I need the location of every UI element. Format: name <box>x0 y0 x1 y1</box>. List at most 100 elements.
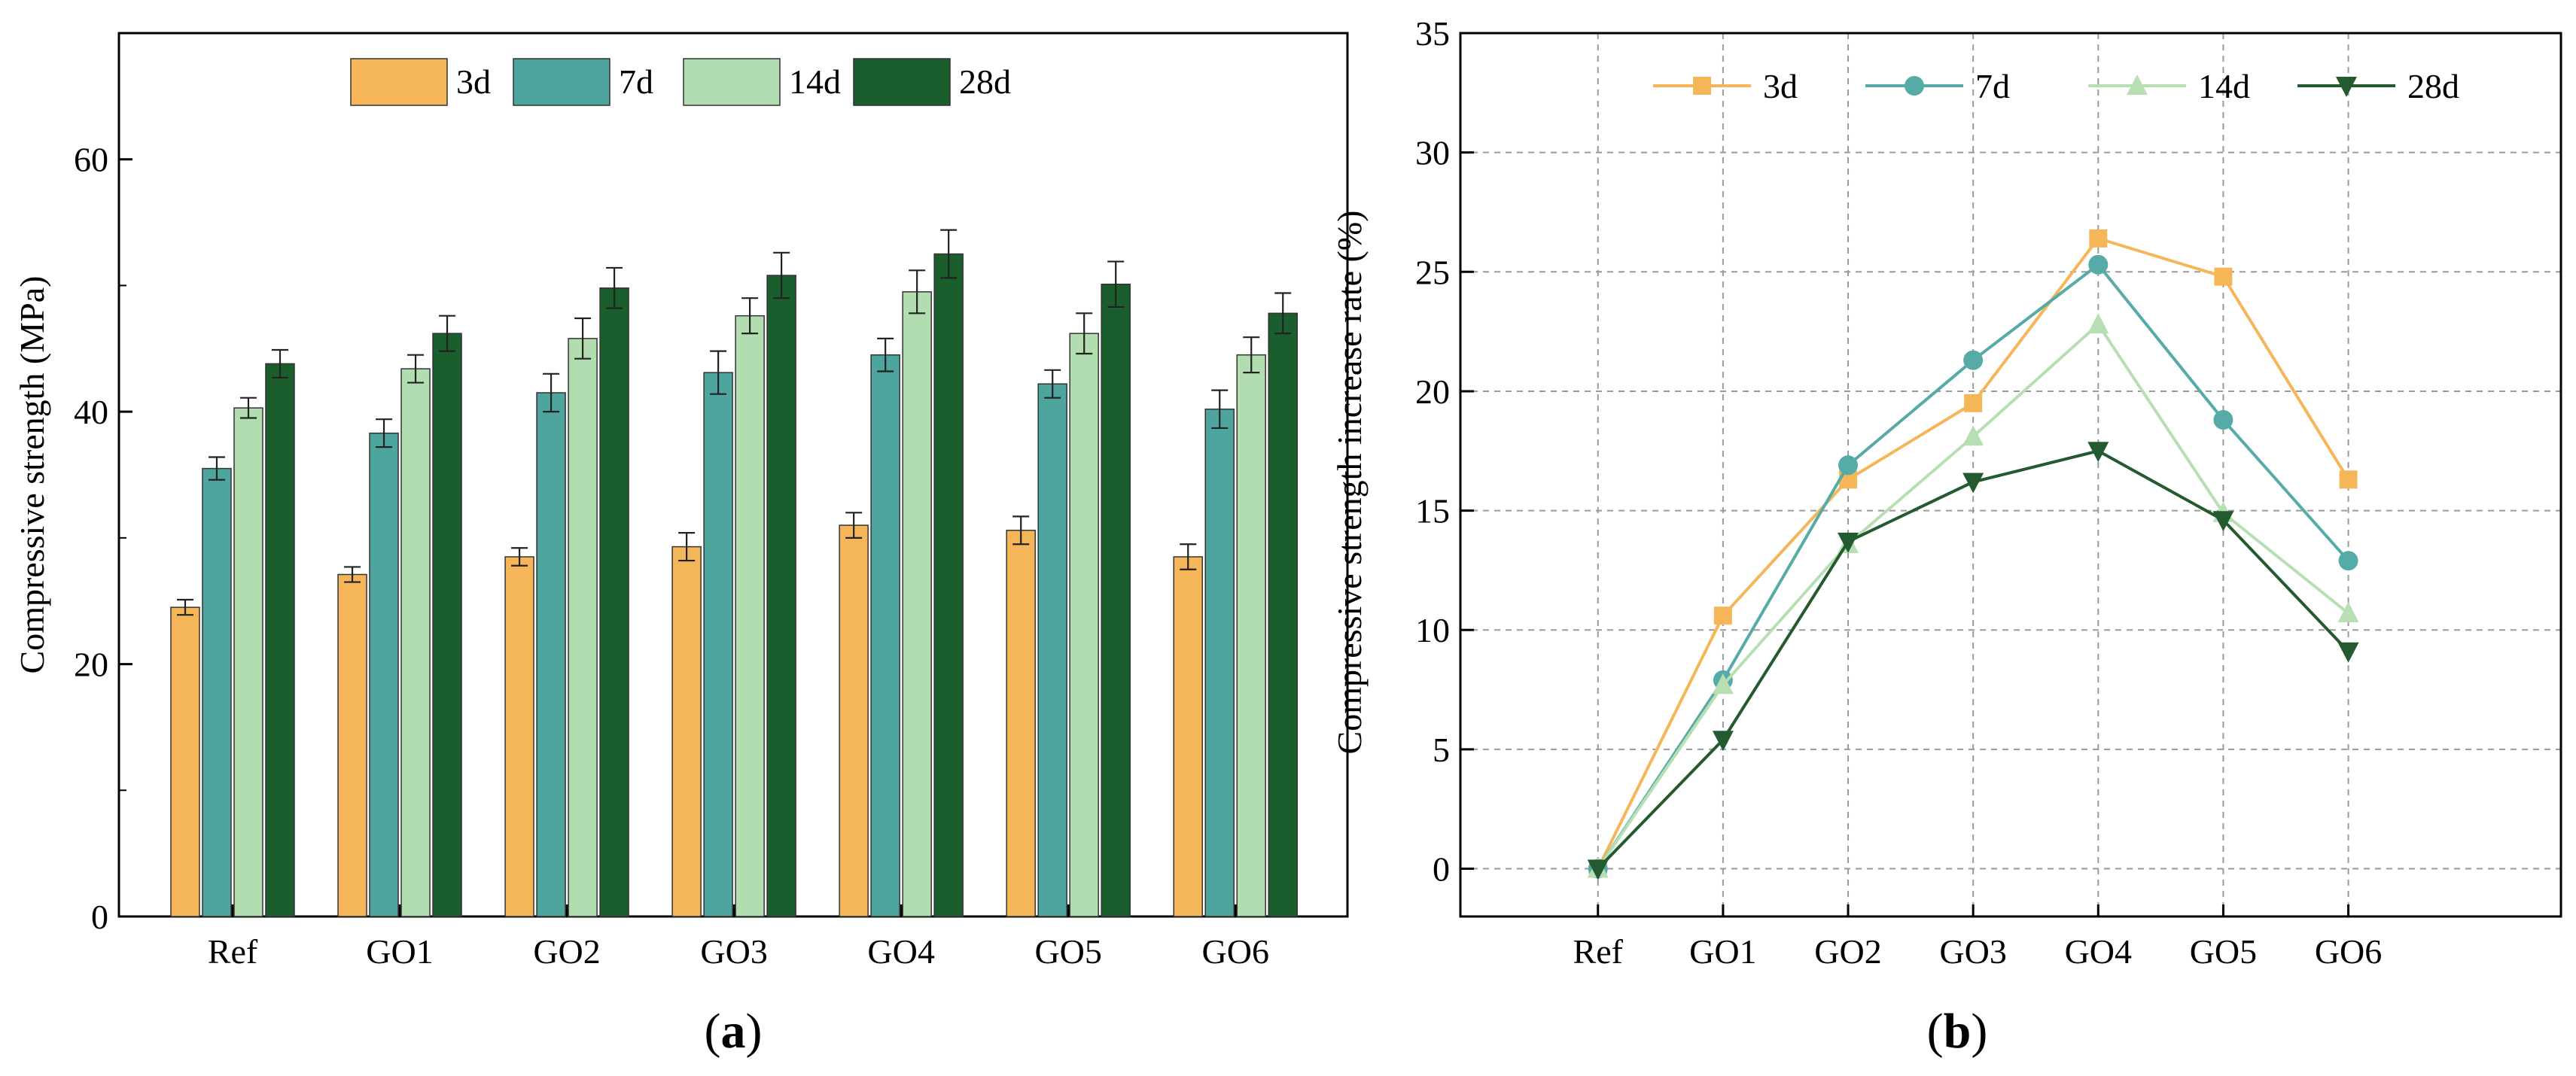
bar-go5-3d <box>1006 530 1036 917</box>
error-bar-go5-7d <box>1044 369 1061 399</box>
panel-a-y-ticks: 0 20 40 60 <box>74 141 132 936</box>
bar-go1-3d <box>337 573 367 917</box>
panel-a-legend-item-3d: 3d <box>350 58 491 106</box>
panel-a-label-close: ) <box>746 1004 763 1059</box>
error-bar-go3-14d <box>741 297 759 335</box>
panel-b-legend-marker <box>1905 76 1924 96</box>
bar-go4-28d <box>933 253 964 917</box>
panel-b-y-ticks: 0 5 10 15 20 25 30 35 <box>1415 14 1474 889</box>
error-bar-go6-14d <box>1243 336 1260 374</box>
panel-b-legend-marker <box>2127 74 2148 95</box>
panel-b-legend-label: 28d <box>2407 67 2459 105</box>
panel-a-legend-swatch <box>513 58 611 106</box>
error-bar-ref-28d <box>271 348 288 378</box>
bar-go2-14d <box>568 338 598 917</box>
error-bar-go2-3d <box>511 547 528 567</box>
panel-a-legend-label: 3d <box>456 62 491 101</box>
bar-go6-28d <box>1268 312 1298 917</box>
error-bar-go1-28d <box>439 315 456 352</box>
error-bar-go6-28d <box>1274 292 1292 335</box>
error-bar-go3-3d <box>678 532 696 562</box>
panel-a-legend-swatch <box>350 58 448 106</box>
error-bar-go1-7d <box>376 418 393 448</box>
panel-b-y-tick-label: 15 <box>1415 492 1450 530</box>
error-bar-go3-28d <box>773 251 790 299</box>
bar-go3-28d <box>766 275 796 917</box>
panel-a-legend-label: 28d <box>959 62 1011 101</box>
bar-go2-3d <box>504 556 534 917</box>
point-7d-go6 <box>2338 551 2358 571</box>
bar-go1-14d <box>400 368 431 917</box>
error-bar-go5-14d <box>1076 312 1093 355</box>
panel-b-series <box>1587 229 2359 880</box>
error-bar-go4-7d <box>877 337 894 372</box>
panel-a-x-tick-label: GO3 <box>700 932 767 971</box>
panel-a-x-ticks: Ref GO1 GO2 GO3 GO4 GO5 GO6 <box>208 904 1269 971</box>
panel-a-legend-swatch <box>683 58 781 106</box>
point-7d-go3 <box>1963 350 1984 370</box>
error-bar-go4-3d <box>845 512 863 539</box>
panel-b-x-tick-label: GO4 <box>2065 932 2132 971</box>
panel-b-label-letter: b <box>1944 1004 1972 1059</box>
panel-b-label-open: ( <box>1927 1004 1944 1059</box>
point-14d-go1 <box>1712 673 1734 695</box>
point-14d-go3 <box>1962 425 1984 446</box>
panel-a-legend-item-28d: 28d <box>853 58 1011 106</box>
panel-b-x-ticks: Ref GO1 GO2 GO3 GO4 GO5 GO6 <box>1573 904 2382 971</box>
point-28d-go4 <box>2087 442 2109 463</box>
error-bar-go3-7d <box>710 350 727 395</box>
panel-a-legend-item-7d: 7d <box>513 58 653 106</box>
bar-go6-3d <box>1173 556 1203 917</box>
panel-a-x-tick-label: GO4 <box>867 932 934 971</box>
error-bar-go5-3d <box>1012 515 1030 546</box>
panel-a-label: (a) <box>705 1004 763 1059</box>
error-bar-go4-28d <box>940 229 958 279</box>
point-3d-go3 <box>1964 394 1983 412</box>
error-bar-go6-3d <box>1180 543 1197 570</box>
panel-b-x-tick-label: GO2 <box>1814 932 1881 971</box>
error-bar-go4-14d <box>909 269 926 315</box>
panel-b-y-tick-label: 10 <box>1415 611 1450 649</box>
point-28d-go1 <box>1712 731 1734 752</box>
panel-a-label-letter: a <box>721 1004 746 1059</box>
panel-b-y-tick-label: 30 <box>1415 134 1450 172</box>
bar-go3-3d <box>671 546 702 917</box>
bar-go4-7d <box>870 354 900 917</box>
panel-b-y-tick-label: 35 <box>1415 14 1450 53</box>
panel-b-legend-label: 3d <box>1763 67 1798 105</box>
error-bar-ref-14d <box>239 397 257 419</box>
panel-b-x-tick-label: GO1 <box>1689 932 1756 971</box>
point-7d-go5 <box>2213 410 2233 430</box>
point-7d-go4 <box>2088 254 2109 275</box>
panel-b-label: (b) <box>1927 1004 1988 1059</box>
panel-b-x-tick-label: GO3 <box>1939 932 2006 971</box>
panel-b-plot-frame <box>1459 32 2562 918</box>
error-bar-ref-3d <box>176 598 193 616</box>
point-3d-go4 <box>2089 229 2108 248</box>
bar-go6-7d <box>1204 409 1235 917</box>
panel-b-line-chart: 0 5 10 15 20 25 30 35 Ref GO1 GO2 GO3 GO4 GO5 GO6 3d 7… <box>1330 14 2562 1059</box>
bar-go6-14d <box>1236 354 1266 917</box>
point-28d-go3 <box>1962 473 1984 494</box>
panel-a-legend-label: 7d <box>619 62 653 101</box>
panel-b-legend-label: 7d <box>1975 67 2010 105</box>
point-14d-go4 <box>2087 313 2109 334</box>
bar-go4-14d <box>902 291 932 917</box>
bar-go3-7d <box>703 372 733 917</box>
panel-a-y-tick-label: 40 <box>74 393 108 431</box>
panel-a-bars <box>170 229 1298 917</box>
bar-go5-14d <box>1069 333 1099 917</box>
panel-a-x-tick-label: GO6 <box>1202 932 1269 971</box>
bar-ref-28d <box>265 363 295 917</box>
bar-go5-7d <box>1037 383 1067 917</box>
panel-b-legend-marker <box>1693 77 1711 95</box>
panel-a-plot-frame <box>117 32 1349 918</box>
panel-b-legend-item-28d: 28d <box>2297 67 2459 105</box>
point-14d-go6 <box>2337 602 2359 623</box>
panel-b-legend-item-3d: 3d <box>1653 67 1798 105</box>
point-28d-go5 <box>2212 511 2234 532</box>
panel-a-legend-swatch <box>853 58 951 106</box>
panel-b-x-tick-label: GO6 <box>2315 932 2382 971</box>
